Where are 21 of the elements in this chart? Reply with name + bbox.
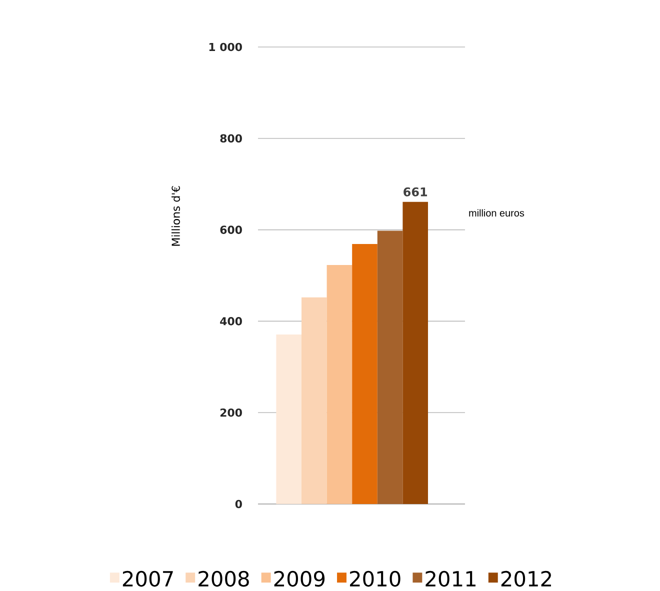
y-tick-label: 0 [235, 500, 242, 508]
legend-label: 2011 [426, 570, 476, 587]
bar [326, 264, 352, 504]
legend-label: 2012 [501, 570, 551, 587]
bar [301, 297, 327, 504]
y-tick-label: 600 [220, 226, 242, 234]
bar [276, 334, 302, 504]
text: million euros [469, 209, 524, 217]
data-label: 661 [404, 187, 428, 196]
bar [377, 230, 403, 504]
legend-label: 2007 [122, 570, 173, 587]
y-tick-label: 400 [220, 317, 242, 326]
legend-label: 2008 [198, 570, 249, 587]
y-tick-label: 200 [220, 408, 242, 417]
bar [352, 244, 378, 504]
legend-label: 2010 [350, 570, 400, 587]
y-axis-title: Millions d'€ [171, 186, 180, 246]
y-tick-label: 800 [220, 134, 242, 143]
legend-label: 2009 [274, 570, 325, 587]
y-tick-label: 1 000 [209, 42, 242, 52]
bar [402, 202, 428, 504]
